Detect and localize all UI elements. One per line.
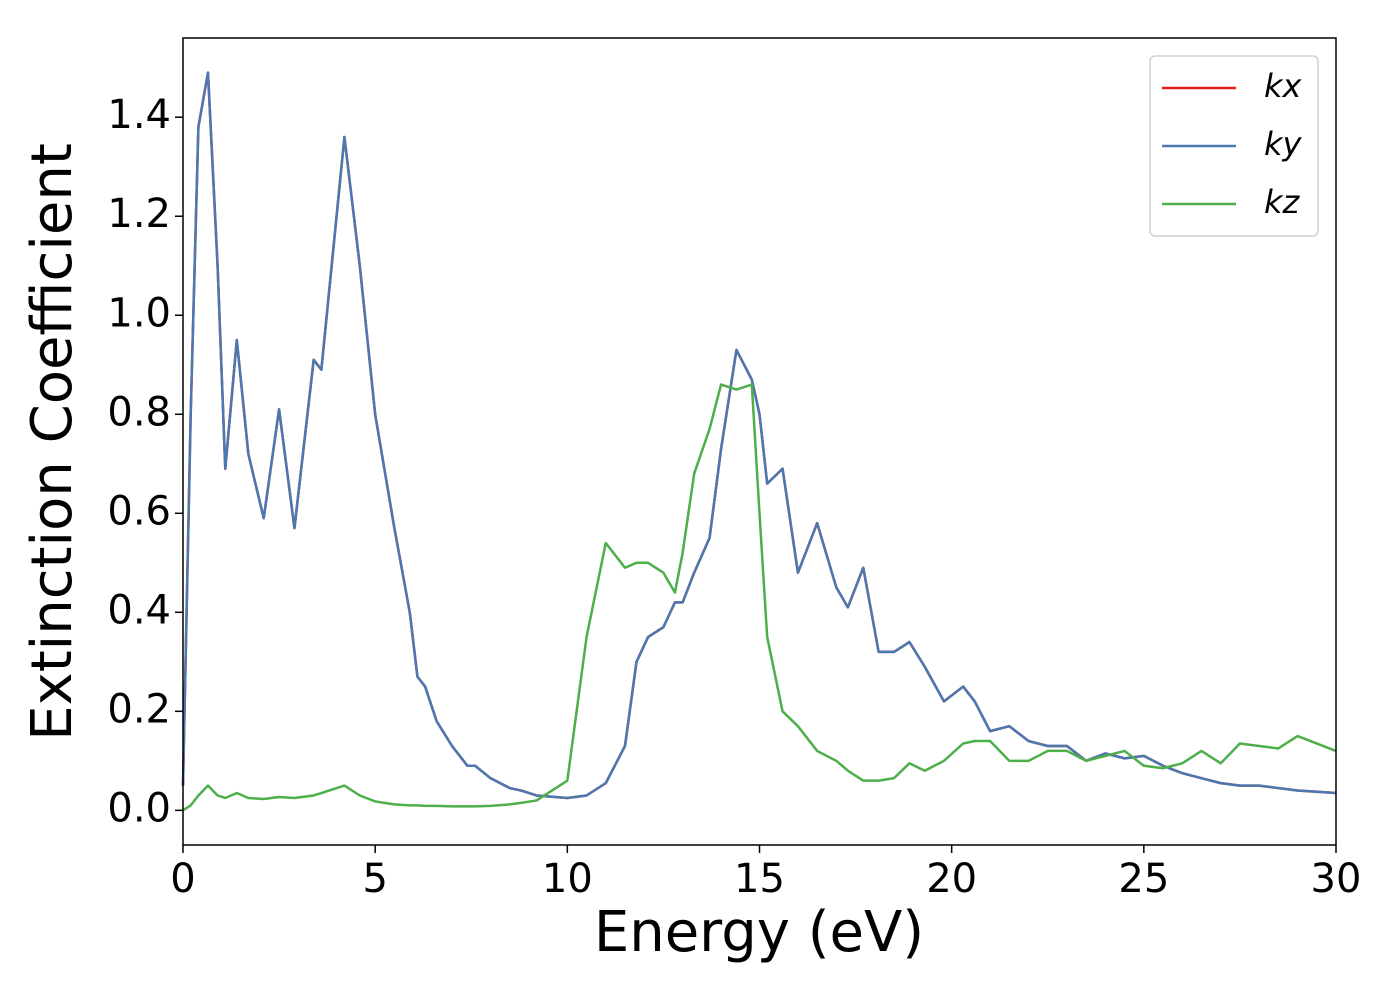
y-tick-label: 0.8 — [107, 389, 171, 435]
x-tick-label: 30 — [1311, 856, 1362, 902]
y-tick-label: 1.0 — [107, 290, 171, 336]
y-tick-label: 0.0 — [107, 785, 171, 831]
x-tick-label: 10 — [542, 856, 593, 902]
legend-label: ky — [1264, 125, 1303, 163]
series-line — [182, 383, 1337, 812]
series-line — [181, 71, 1337, 800]
x-axis-label: Energy (eV) — [594, 900, 924, 965]
x-tick-label: 25 — [1118, 856, 1169, 902]
y-tick-label: 1.4 — [107, 92, 171, 138]
y-tick-label: 0.4 — [107, 587, 171, 633]
legend-label: kz — [1264, 183, 1301, 221]
y-tick-label: 0.2 — [107, 686, 171, 732]
y-axis-label: Extinction Coefficient — [20, 143, 85, 741]
x-tick-label: 15 — [734, 856, 785, 902]
y-tick-label: 1.2 — [107, 191, 171, 237]
y-tick-label: 0.6 — [107, 488, 171, 534]
legend-label: kx — [1264, 67, 1303, 105]
x-tick-label: 0 — [170, 856, 195, 902]
x-tick-label: 5 — [362, 856, 387, 902]
plot-frame — [182, 37, 1337, 846]
x-tick-label: 20 — [926, 856, 977, 902]
